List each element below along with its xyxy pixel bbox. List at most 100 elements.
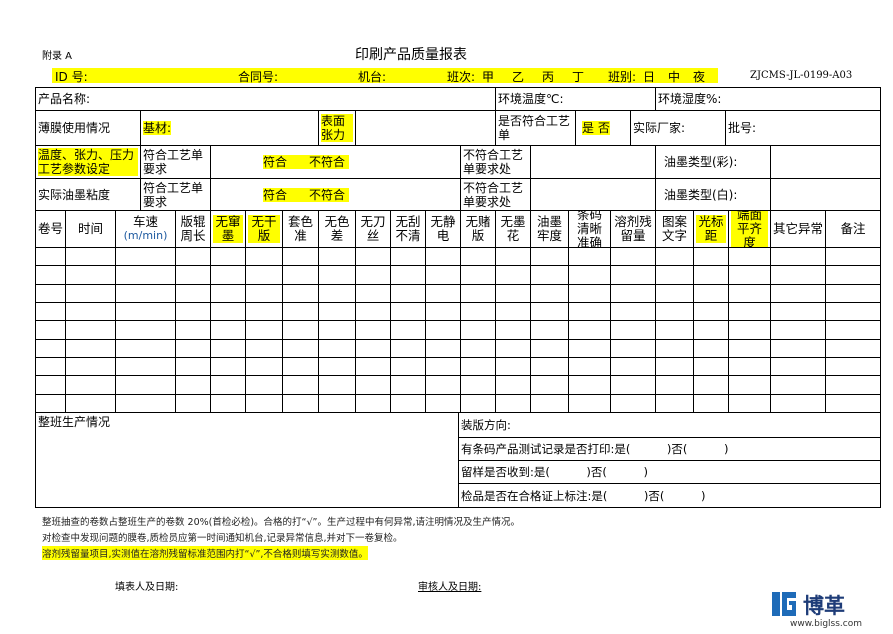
cell (390, 357, 426, 377)
cell (210, 375, 246, 395)
cell (530, 265, 569, 285)
cell (318, 320, 356, 340)
cell: 符合工艺单要求 (140, 145, 211, 179)
cell (390, 393, 426, 413)
cell (425, 357, 461, 377)
cell (425, 247, 461, 267)
cell (825, 393, 881, 413)
column-header: 无色差 (324, 214, 350, 243)
cell: 是 否 (575, 110, 631, 146)
id-label: ID 号: (55, 70, 88, 84)
cell (530, 283, 569, 303)
column-header: 时间 (77, 221, 103, 236)
cell (425, 375, 461, 395)
column-header: 无刀丝 (360, 214, 386, 243)
cell: 光标距 (693, 210, 729, 248)
cell (318, 247, 356, 267)
column-header: 油墨牢度 (536, 214, 562, 243)
cell: 批号: (725, 110, 881, 146)
cell-text: 是 否 (582, 121, 610, 135)
cell (460, 302, 496, 322)
cell (495, 265, 531, 285)
cell: 无刮不清 (390, 210, 426, 248)
cell (610, 338, 656, 358)
cell (282, 302, 319, 322)
cell-text: 符合 (263, 155, 310, 169)
cell (655, 357, 694, 377)
cell (115, 357, 176, 377)
cell (610, 375, 656, 395)
column-header: 无静电 (430, 214, 456, 243)
cell: 油墨类型(彩): (655, 145, 771, 179)
cell (693, 302, 729, 322)
cell (693, 265, 729, 285)
header-option: 丁 (572, 70, 585, 84)
cell (693, 320, 729, 340)
cell (568, 265, 611, 285)
cell (35, 247, 66, 267)
cell (318, 338, 356, 358)
cell (115, 338, 176, 358)
cell: 有条码产品测试记录是否打印:是( )否( ) (458, 437, 881, 461)
cell-text: 实际油墨粘度 (38, 187, 111, 202)
cell (770, 393, 826, 413)
header-option: 乙 (512, 70, 525, 84)
cell (65, 283, 116, 303)
cell (530, 247, 569, 267)
cell: 不符合工艺单要求处 (460, 145, 531, 179)
cell (355, 247, 391, 267)
cell-text: 表面张力 (321, 114, 353, 142)
cell (355, 357, 391, 377)
cell (568, 320, 611, 340)
cell (728, 375, 771, 395)
cell (318, 265, 356, 285)
cell (770, 145, 881, 179)
cell (318, 302, 356, 322)
cell (425, 320, 461, 340)
cell (460, 320, 496, 340)
header-option: 丙 (542, 70, 555, 84)
cell-text: 基材: (143, 121, 172, 135)
cell (530, 393, 569, 413)
cell (825, 302, 881, 322)
cell (282, 265, 319, 285)
cell (825, 283, 881, 303)
cell: 符合工艺单要求 (140, 178, 211, 211)
cell (728, 283, 771, 303)
cell (610, 247, 656, 267)
cell: 车速 (m/min) (115, 210, 176, 248)
logo-name: 博革 (803, 594, 845, 618)
cell (425, 393, 461, 413)
cell: 油墨牢度 (530, 210, 569, 248)
header-option: 甲 (482, 70, 495, 84)
cell (65, 357, 116, 377)
cell (568, 338, 611, 358)
cell: 环境湿度%: (655, 87, 881, 111)
cell (610, 265, 656, 285)
cell (282, 283, 319, 303)
cell: 无刀丝 (355, 210, 391, 248)
cell (35, 393, 66, 413)
header-option: 日 (643, 70, 656, 84)
cell: 温度、张力、压力工艺参数设定 (35, 145, 141, 179)
cell: 产品名称: (35, 87, 496, 111)
cell: 环境温度℃: (495, 87, 656, 111)
cell: 装版方向: (458, 412, 881, 438)
cell: 版辊周长 (175, 210, 211, 248)
cell (530, 338, 569, 358)
cell (282, 357, 319, 377)
appendix: 附录 A (42, 51, 73, 62)
cell-text: 批号: (728, 121, 757, 135)
cell (530, 375, 569, 395)
cell: 薄膜使用情况 (35, 110, 141, 146)
cell (655, 338, 694, 358)
cell: 符合 不符合 (210, 145, 461, 179)
cell (770, 357, 826, 377)
cell: 无赌版 (460, 210, 496, 248)
cell (115, 283, 176, 303)
column-header: 无干版 (248, 215, 280, 243)
cell (210, 265, 246, 285)
cell: 卷号 (35, 210, 66, 248)
cell (115, 375, 176, 395)
cell (65, 302, 116, 322)
